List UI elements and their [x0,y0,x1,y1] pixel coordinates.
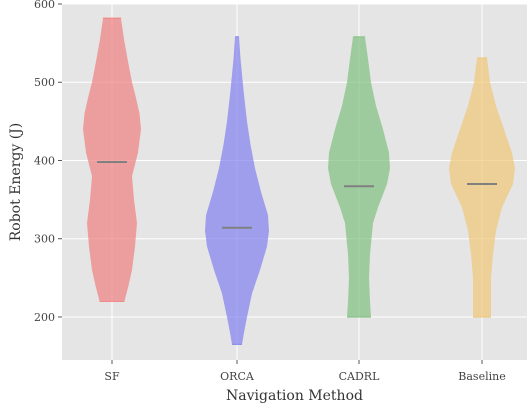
y-tick-label-3: 500 [34,76,55,89]
violins [83,17,515,345]
y-tick-label-4: 600 [34,0,55,11]
x-tick-label-3: Baseline [458,370,505,383]
x-tick-label-0: SF [104,370,120,383]
x-axis-label: Navigation Method [226,388,363,404]
y-tick-label-1: 300 [34,233,55,246]
y-axis: 200 300 400 500 600 [34,0,62,324]
violin-sf [83,18,141,302]
y-tick-label-0: 200 [34,311,55,324]
x-tick-label-2: CADRL [339,370,380,383]
x-tick-label-1: ORCA [220,370,255,383]
violin-cadrl [328,36,390,318]
y-axis-label: Robot Energy (J) [8,123,24,242]
violin-orca [205,36,269,345]
plot-background [62,4,527,360]
y-tick-label-2: 400 [34,154,55,167]
x-axis: SF ORCA CADRL Baseline [104,360,506,383]
violin-baseline [449,58,515,317]
